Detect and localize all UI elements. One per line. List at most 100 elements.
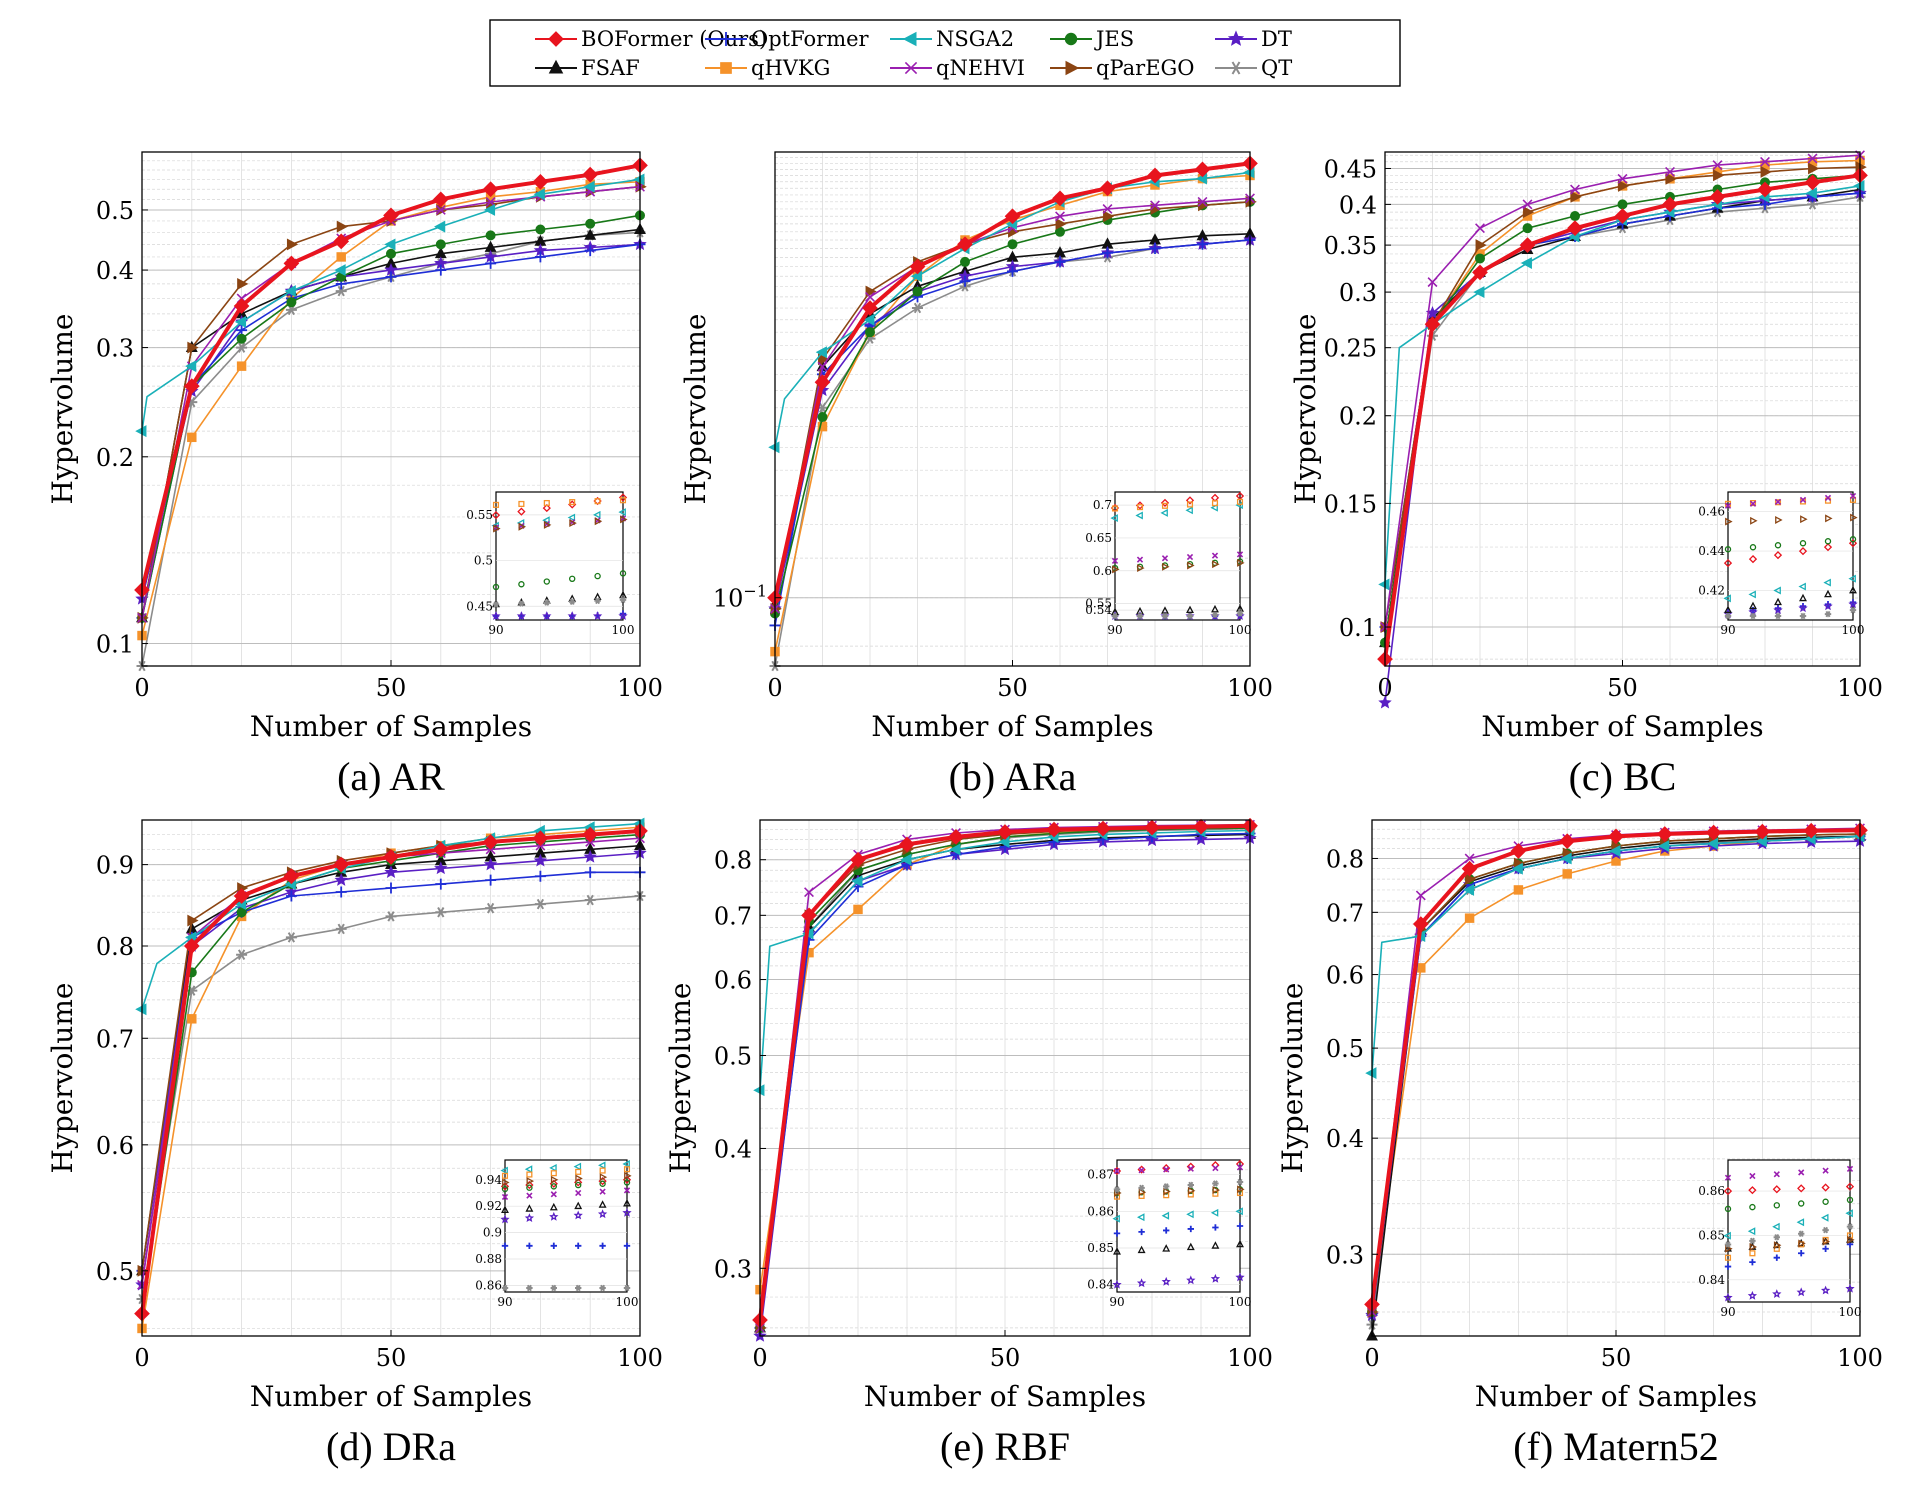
y-tick-label: 0.5 xyxy=(96,197,134,225)
data-point-marker xyxy=(285,890,297,902)
inset-marker xyxy=(1723,594,1731,603)
inset-marker xyxy=(1112,1214,1120,1223)
inset-marker xyxy=(567,611,577,620)
inset-x-tick-label: 90 xyxy=(497,1295,512,1309)
data-point-marker xyxy=(234,315,247,328)
inset-marker xyxy=(1798,1239,1806,1248)
data-point-marker xyxy=(183,938,200,954)
data-point-marker xyxy=(286,238,299,251)
data-point-marker xyxy=(582,166,599,183)
data-point-marker xyxy=(533,188,545,201)
x-tick-label: 50 xyxy=(376,674,407,702)
data-point-marker xyxy=(383,849,399,865)
data-point-marker xyxy=(862,300,878,316)
data-point-marker xyxy=(236,333,247,344)
inset-frame xyxy=(1727,491,1854,621)
data-point-marker xyxy=(1705,824,1722,841)
inset-marker xyxy=(594,498,601,505)
data-point-marker xyxy=(483,857,498,871)
y-tick-label: 0.5 xyxy=(1326,1035,1364,1063)
inset-marker xyxy=(594,572,601,580)
inset-marker xyxy=(1162,1244,1171,1252)
data-point-marker xyxy=(768,441,780,454)
data-point-marker xyxy=(1712,160,1723,171)
inset-marker xyxy=(567,513,576,522)
data-point-marker xyxy=(1755,835,1767,848)
data-point-marker xyxy=(1046,821,1062,838)
inset-marker xyxy=(1749,500,1757,507)
inset-marker xyxy=(1848,574,1856,583)
inset-marker xyxy=(1211,604,1219,613)
inset-marker xyxy=(1724,1174,1732,1181)
inset-frame xyxy=(495,491,624,621)
inset-marker xyxy=(501,1205,509,1214)
inset-marker xyxy=(1820,1285,1831,1295)
legend-item-qparego: qParEGO xyxy=(1050,56,1195,80)
y-tick-label: 0.4 xyxy=(1339,191,1377,219)
inset-y-tick-label: 0.86 xyxy=(475,1278,502,1292)
data-point-marker xyxy=(801,907,817,924)
legend-marker-icon xyxy=(904,61,918,75)
inset-marker xyxy=(517,507,526,516)
inset-marker xyxy=(1136,1278,1147,1288)
legend-marker-icon xyxy=(902,31,917,47)
inset-y-tick-label: 0.84 xyxy=(1087,1278,1114,1292)
inset-frame xyxy=(1116,1159,1241,1293)
inset-zoom: 0.84 0.85 0.86 0.87 90 100 xyxy=(1087,1159,1251,1309)
inset-marker xyxy=(1137,1213,1145,1222)
data-point-marker xyxy=(1760,156,1770,167)
data-point-marker xyxy=(432,841,449,858)
data-point-marker xyxy=(1560,852,1572,865)
inset-marker xyxy=(594,517,603,526)
data-point-marker xyxy=(335,886,347,898)
legend-marker-icon xyxy=(1227,30,1245,46)
inset-marker xyxy=(1846,1165,1854,1173)
data-point-marker xyxy=(286,297,297,308)
y-tick-label: 0.7 xyxy=(96,1025,134,1053)
panel-caption: (f) Matern52 xyxy=(1513,1424,1718,1469)
data-point-marker xyxy=(533,853,548,867)
inset-marker xyxy=(525,1204,534,1212)
data-point-marker xyxy=(534,870,546,882)
inset-marker xyxy=(1236,551,1244,558)
legend-item-qnehvi: qNEHVI xyxy=(890,56,1025,80)
data-point-marker xyxy=(1365,1067,1377,1080)
data-point-marker xyxy=(236,907,247,918)
chart-panel-ar: 0.1 0.2 0.3 0.4 0.5 0 50 100 Number of Samples Hy… xyxy=(46,151,663,799)
inset-marker xyxy=(1236,1164,1244,1171)
chart-panel-dra: 0.5 0.6 0.7 0.8 0.9 0 50 100 Number of Samples Hy… xyxy=(46,817,663,1469)
inset-marker xyxy=(1750,516,1758,525)
series-boformer-ours xyxy=(1364,822,1868,1313)
data-point-marker xyxy=(1618,179,1630,192)
inset-x-tick-label: 90 xyxy=(1720,623,1735,637)
data-point-marker xyxy=(900,853,912,866)
inset-marker xyxy=(1112,565,1120,574)
data-point-marker xyxy=(851,875,863,888)
inset-marker xyxy=(492,583,500,591)
inset-marker xyxy=(1138,1228,1145,1236)
data-point-marker xyxy=(909,258,926,275)
inset-marker xyxy=(1823,543,1833,552)
data-point-marker xyxy=(997,824,1013,840)
inset-zoom: 0.86 0.88 0.9 0.92 0.94 90 100 xyxy=(475,1159,638,1309)
inset-frame xyxy=(504,1159,628,1293)
inset-marker xyxy=(501,1284,509,1292)
inset-marker xyxy=(543,599,550,606)
inset-marker xyxy=(542,611,552,620)
inset-marker xyxy=(574,1181,582,1189)
y-tick-label: 0.8 xyxy=(1326,845,1364,873)
inset-marker xyxy=(1724,1205,1732,1213)
inset-marker xyxy=(1772,1185,1781,1194)
data-point-marker xyxy=(1004,208,1021,225)
data-point-marker xyxy=(818,353,830,366)
data-point-marker xyxy=(1656,826,1673,842)
series-boformer-ours xyxy=(134,823,648,1322)
data-point-marker xyxy=(435,239,446,250)
data-point-marker xyxy=(1475,239,1487,252)
inset-marker xyxy=(619,570,627,577)
inset-marker xyxy=(1849,606,1857,614)
inset-y-tick-label: 0.85 xyxy=(1698,1228,1725,1242)
data-point-marker xyxy=(584,866,596,878)
data-point-marker xyxy=(483,204,496,216)
inset-marker xyxy=(575,1189,582,1197)
